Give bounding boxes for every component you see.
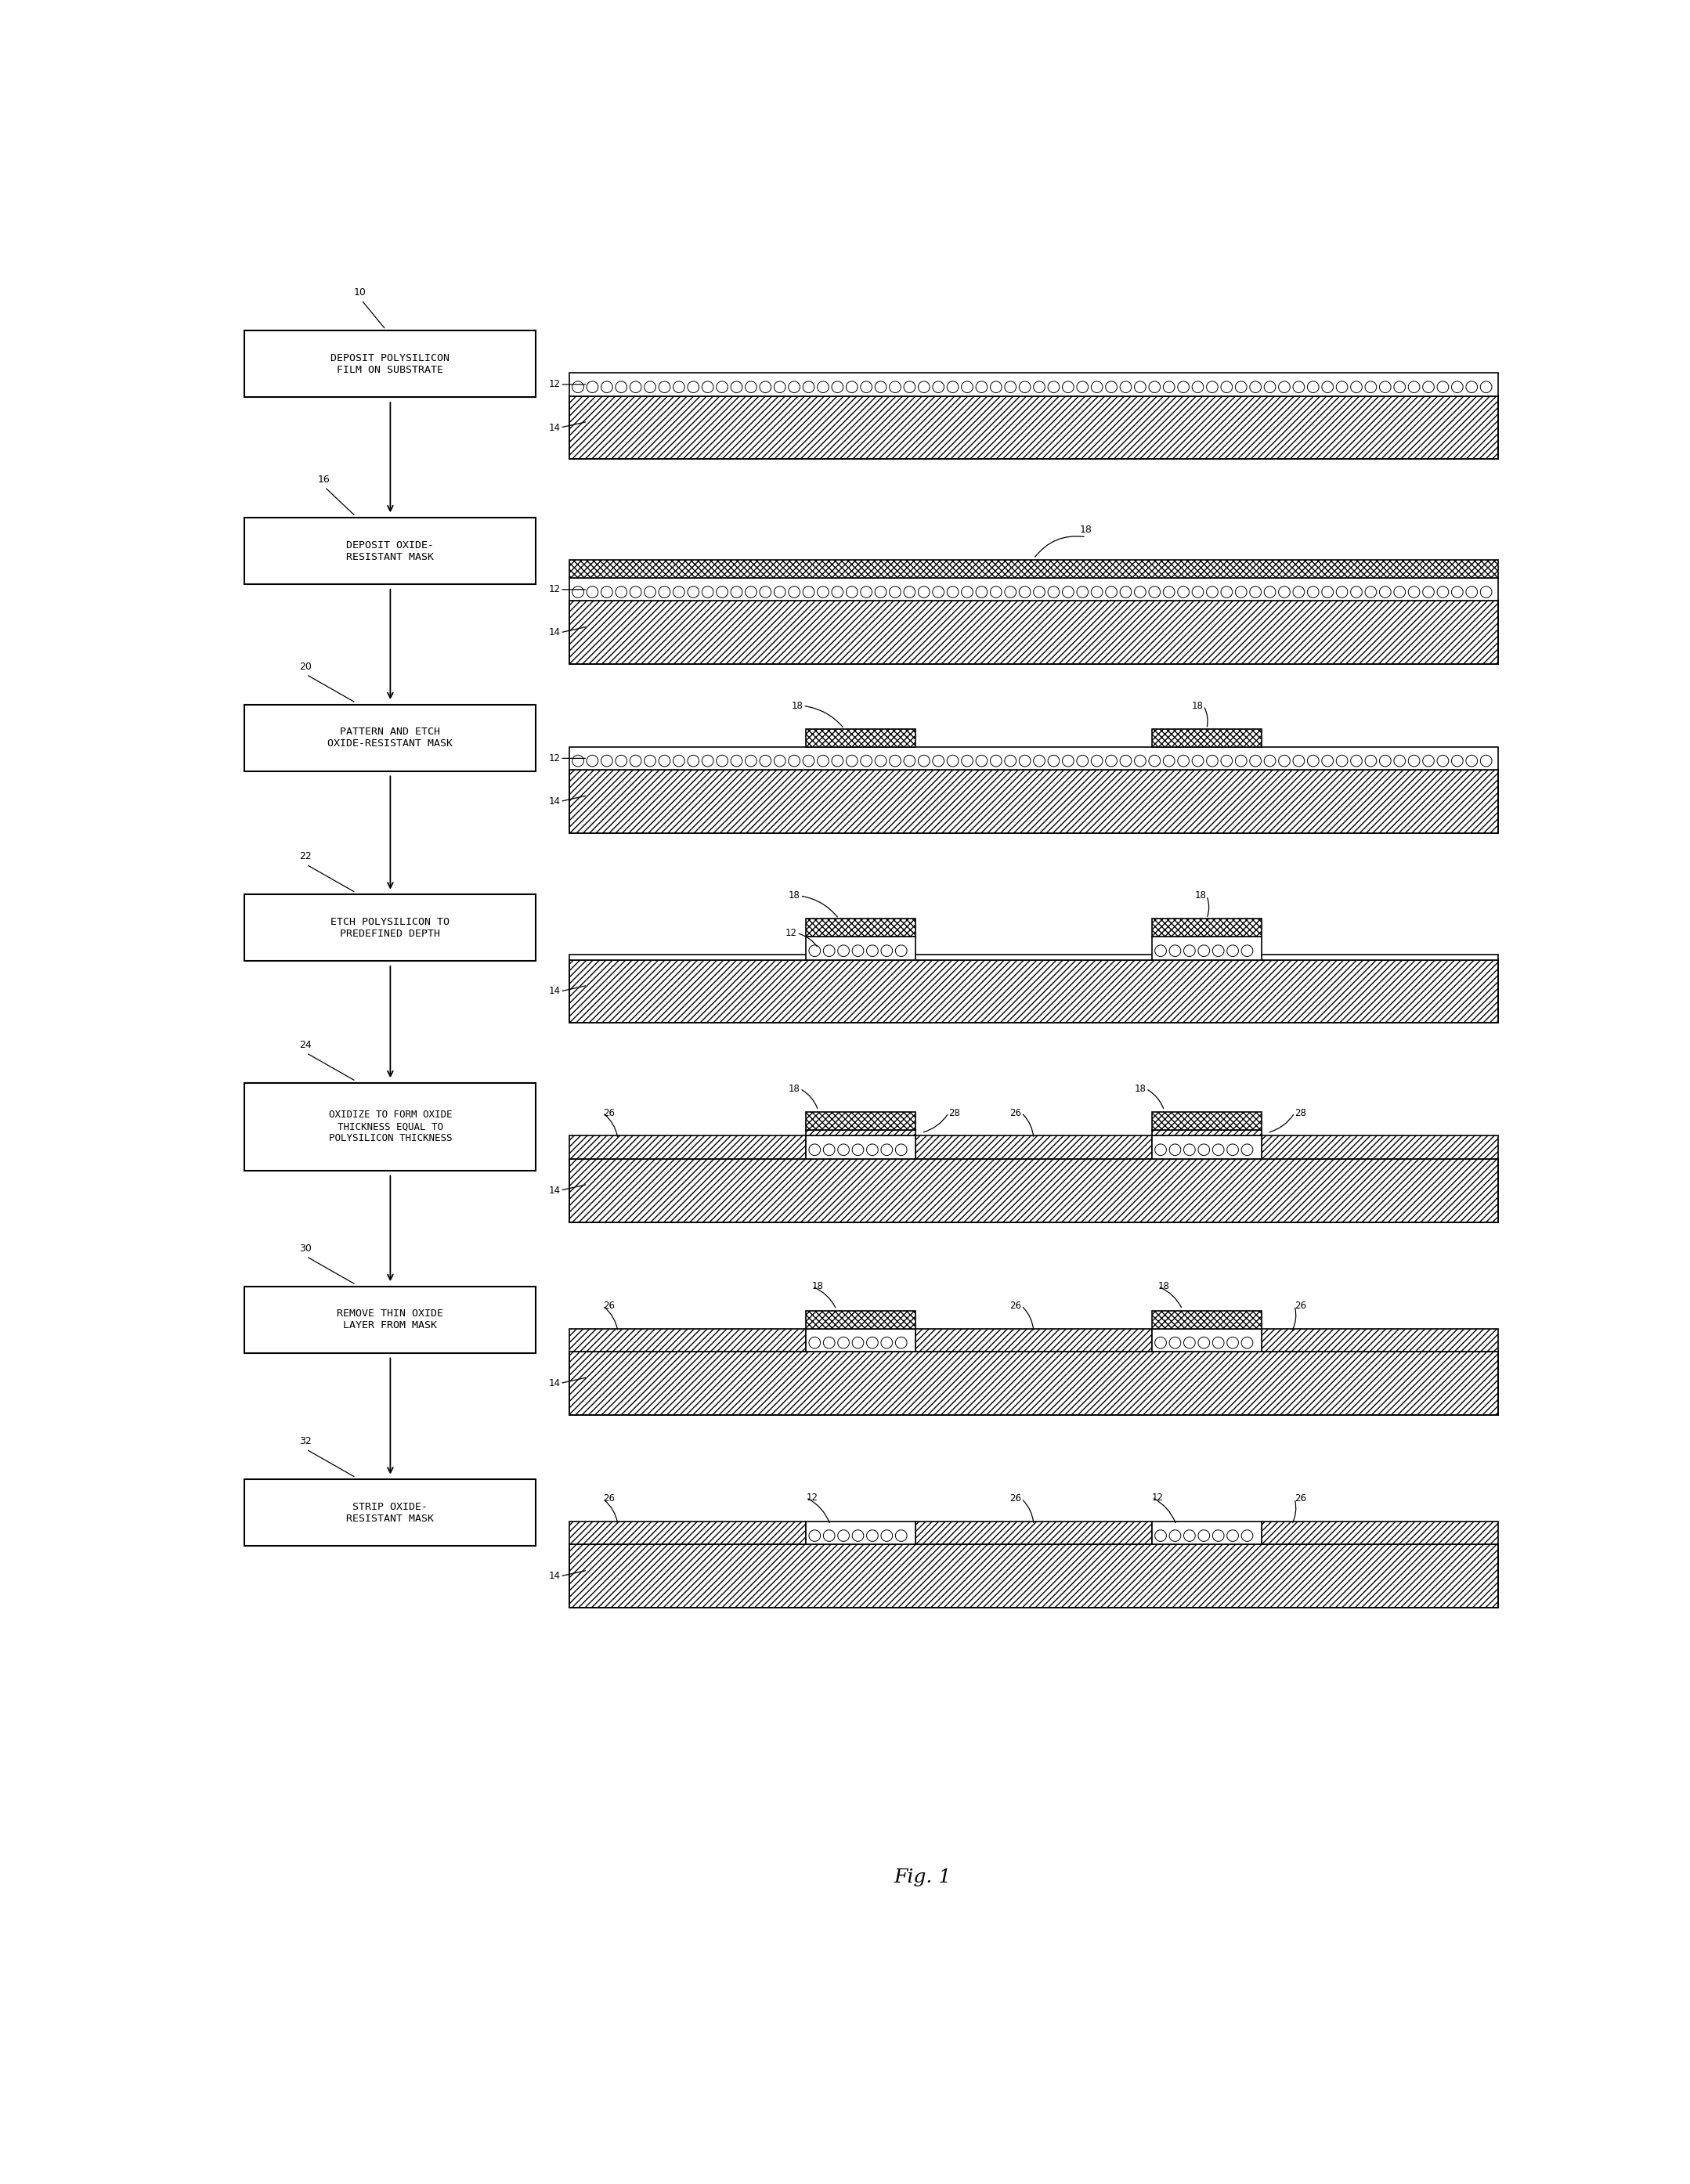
Bar: [916, 1328, 1153, 1352]
Bar: [570, 373, 1497, 395]
Bar: [806, 937, 916, 959]
Text: 18: 18: [813, 1282, 823, 1291]
Bar: [1153, 919, 1261, 937]
Bar: [806, 1522, 916, 1544]
Text: 14: 14: [549, 1378, 559, 1389]
Bar: [570, 601, 1497, 664]
Text: DEPOSIT OXIDE-
RESISTANT MASK: DEPOSIT OXIDE- RESISTANT MASK: [346, 539, 434, 561]
Text: ETCH POLYSILICON TO
PREDEFINED DEPTH: ETCH POLYSILICON TO PREDEFINED DEPTH: [331, 917, 450, 939]
Bar: [570, 1136, 806, 1160]
Bar: [1153, 937, 1261, 959]
Text: 18: 18: [1080, 524, 1092, 535]
Bar: [245, 518, 536, 583]
Bar: [245, 330, 536, 397]
Bar: [1153, 1136, 1261, 1160]
Bar: [916, 1136, 1153, 1160]
Text: 26: 26: [603, 1302, 615, 1310]
Bar: [570, 395, 1497, 459]
Bar: [916, 1522, 1153, 1544]
Text: 22: 22: [299, 852, 311, 860]
Text: 28: 28: [1295, 1107, 1306, 1118]
Bar: [570, 769, 1497, 832]
Bar: [245, 705, 536, 771]
Text: 14: 14: [549, 987, 559, 996]
Bar: [806, 1129, 916, 1136]
Text: 26: 26: [1009, 1302, 1021, 1310]
Text: 26: 26: [1295, 1494, 1306, 1505]
Bar: [245, 1286, 536, 1352]
Bar: [1153, 1129, 1261, 1136]
Bar: [1261, 1136, 1497, 1160]
Text: 26: 26: [603, 1494, 615, 1505]
Bar: [806, 1310, 916, 1328]
Text: 14: 14: [549, 422, 559, 432]
Bar: [570, 954, 1497, 959]
Text: 20: 20: [299, 662, 311, 670]
Text: PATTERN AND ETCH
OXIDE-RESISTANT MASK: PATTERN AND ETCH OXIDE-RESISTANT MASK: [328, 727, 453, 749]
Text: 18: 18: [1191, 701, 1203, 712]
Bar: [1153, 1328, 1261, 1352]
Bar: [1261, 1328, 1497, 1352]
Bar: [1153, 1522, 1261, 1544]
Bar: [570, 1160, 1497, 1223]
Bar: [570, 747, 1497, 769]
Text: OXIDIZE TO FORM OXIDE
THICKNESS EQUAL TO
POLYSILICON THICKNESS: OXIDIZE TO FORM OXIDE THICKNESS EQUAL TO…: [328, 1109, 451, 1144]
Text: 16: 16: [318, 474, 330, 485]
Text: 24: 24: [299, 1040, 311, 1051]
Text: 12: 12: [806, 1492, 818, 1503]
Bar: [570, 1328, 806, 1352]
Text: 30: 30: [299, 1243, 311, 1254]
Text: 26: 26: [1009, 1494, 1021, 1505]
Text: 14: 14: [549, 1570, 559, 1581]
Bar: [1153, 729, 1261, 747]
Text: 18: 18: [788, 891, 799, 900]
Text: 12: 12: [549, 380, 559, 389]
Bar: [806, 1328, 916, 1352]
Text: 26: 26: [1295, 1302, 1306, 1310]
Text: REMOVE THIN OXIDE
LAYER FROM MASK: REMOVE THIN OXIDE LAYER FROM MASK: [336, 1308, 443, 1330]
Text: 18: 18: [1195, 891, 1207, 900]
Text: 14: 14: [549, 1186, 559, 1195]
Text: 26: 26: [603, 1107, 615, 1118]
Text: 26: 26: [1009, 1107, 1021, 1118]
Bar: [570, 579, 1497, 601]
Text: 18: 18: [791, 701, 803, 712]
Text: 18: 18: [1134, 1083, 1146, 1094]
Text: 14: 14: [549, 797, 559, 806]
Text: 32: 32: [299, 1437, 311, 1446]
Text: 18: 18: [1158, 1282, 1169, 1291]
Bar: [570, 1352, 1497, 1415]
Bar: [806, 1136, 916, 1160]
Bar: [1261, 1522, 1497, 1544]
Bar: [570, 1544, 1497, 1607]
Bar: [245, 1083, 536, 1171]
Text: 12: 12: [786, 928, 798, 939]
Text: 12: 12: [1153, 1492, 1164, 1503]
Text: STRIP OXIDE-
RESISTANT MASK: STRIP OXIDE- RESISTANT MASK: [346, 1503, 434, 1524]
Bar: [806, 1112, 916, 1129]
Bar: [1153, 1310, 1261, 1328]
Bar: [806, 729, 916, 747]
Text: 12: 12: [549, 585, 559, 594]
Text: 12: 12: [549, 753, 559, 764]
Text: Fig. 1: Fig. 1: [894, 1870, 951, 1887]
Bar: [245, 1479, 536, 1546]
Bar: [806, 919, 916, 937]
Text: DEPOSIT POLYSILICON
FILM ON SUBSTRATE: DEPOSIT POLYSILICON FILM ON SUBSTRATE: [331, 354, 450, 376]
Bar: [570, 1522, 806, 1544]
Text: 28: 28: [948, 1107, 960, 1118]
Bar: [245, 895, 536, 961]
Text: 18: 18: [788, 1083, 799, 1094]
Bar: [570, 959, 1497, 1022]
Bar: [570, 559, 1497, 579]
Text: 14: 14: [549, 627, 559, 638]
Text: 10: 10: [353, 288, 367, 297]
Bar: [1153, 1112, 1261, 1129]
